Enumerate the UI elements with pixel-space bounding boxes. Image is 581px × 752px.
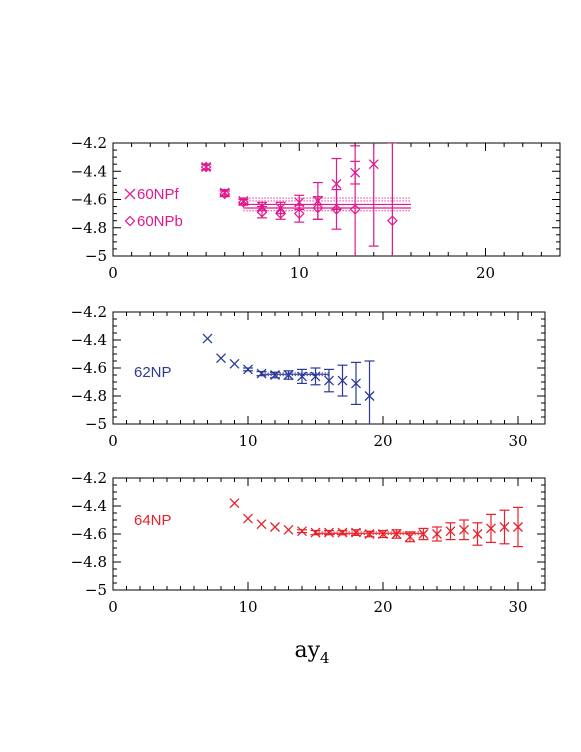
y-tick-label: −4.2 <box>71 469 107 487</box>
x-tick-label: 20 <box>373 432 392 450</box>
y-tick-label: −4.2 <box>71 303 107 321</box>
x-tick-label: 30 <box>508 432 527 450</box>
y-tick-label: −4.4 <box>71 162 107 180</box>
y-tick-label: −4.8 <box>71 219 107 237</box>
data-point-cross <box>513 522 523 532</box>
data-point-cross <box>364 529 375 539</box>
legend-label: 60NPf <box>137 186 180 203</box>
data-point-diamond <box>238 196 249 208</box>
data-point-cross <box>297 371 307 382</box>
data-point-diamond <box>293 208 305 219</box>
data-point-diamond <box>331 204 342 215</box>
data-point-cross <box>445 526 456 537</box>
data-point-diamond <box>200 161 212 173</box>
data-point-cross <box>324 527 334 538</box>
y-tick-label: −5 <box>85 415 107 433</box>
data-point-diamond <box>349 204 361 215</box>
legend-label: 60NPb <box>137 213 183 230</box>
data-point-cross <box>337 527 348 538</box>
data-point-cross <box>243 364 253 375</box>
data-point-diamond <box>387 215 398 227</box>
data-point-diamond <box>312 202 324 214</box>
data-markers <box>200 143 398 256</box>
x-axis-label: ay4 <box>294 638 329 667</box>
y-tick-label: −5 <box>85 581 107 599</box>
data-point-cross <box>351 378 361 389</box>
panel-64np: 0 10 20 30 −4.2 −4.4 −4.6 −4.8 −5 64NP <box>71 469 546 616</box>
data-markers <box>229 498 523 548</box>
data-point-diamond <box>275 208 286 219</box>
y-tick-label: −4.2 <box>71 134 107 152</box>
legend-label: 62NP <box>134 364 172 381</box>
data-point-cross <box>432 529 442 539</box>
data-point-cross <box>418 529 429 539</box>
data-point-cross <box>405 531 415 542</box>
data-point-cross <box>256 519 267 530</box>
data-point-cross <box>368 159 379 170</box>
y-tick-label: −4.4 <box>71 331 107 349</box>
data-point-cross <box>337 375 348 386</box>
data-point-cross <box>391 529 402 539</box>
x-tick-label: 20 <box>476 264 495 282</box>
data-point-cross <box>202 333 213 344</box>
data-point-diamond <box>219 188 231 200</box>
data-point-cross <box>270 370 280 380</box>
x-tick-label: 0 <box>108 432 118 450</box>
data-point-cross <box>472 529 483 539</box>
y-tick-label: −4.6 <box>71 525 107 543</box>
legend-diamond-marker <box>124 215 136 227</box>
plot-frame <box>112 311 546 425</box>
data-point-cross <box>331 179 342 189</box>
data-point-cross <box>216 353 226 364</box>
x-tick-label: 0 <box>108 598 118 616</box>
data-markers <box>202 333 375 424</box>
y-tick-label: −4.8 <box>71 387 107 405</box>
x-tick-label: 10 <box>238 598 257 616</box>
y-tick-label: −4.8 <box>71 553 107 571</box>
data-point-cross <box>243 513 253 524</box>
x-axis-label-subscript: 4 <box>320 649 330 667</box>
data-point-cross <box>283 370 294 380</box>
data-point-cross <box>256 368 267 379</box>
data-point-cross <box>270 522 280 532</box>
y-tick-label: −5 <box>85 247 107 265</box>
panel-62np: 0 10 20 30 −4.2 −4.4 −4.6 −4.8 −5 62NP <box>71 303 546 450</box>
data-point-diamond <box>256 206 268 218</box>
data-point-cross <box>486 523 496 534</box>
data-point-cross <box>229 358 240 369</box>
data-point-cross <box>378 529 388 539</box>
data-point-cross <box>310 527 321 538</box>
panel-60np: 0 10 20 −4.2 −4.4 −4.6 −4.8 −5 60NPf 60NPb <box>71 134 561 282</box>
data-point-cross <box>229 498 240 509</box>
x-tick-label: 20 <box>373 598 392 616</box>
data-point-cross <box>351 527 361 538</box>
y-tick-label: −4.4 <box>71 497 107 515</box>
data-point-cross <box>310 371 321 382</box>
x-tick-label: 30 <box>508 598 527 616</box>
data-point-cross <box>297 526 307 537</box>
x-tick-label: 0 <box>108 264 118 282</box>
y-tick-label: −4.6 <box>71 359 107 377</box>
legend-cross-marker <box>124 188 136 200</box>
data-point-cross <box>499 522 510 532</box>
data-point-cross <box>283 524 294 535</box>
data-point-cross <box>459 524 469 535</box>
y-tick-label: −4.6 <box>71 191 107 209</box>
legend-label: 64NP <box>134 512 172 529</box>
x-tick-label: 10 <box>290 264 309 282</box>
x-tick-label: 10 <box>238 432 257 450</box>
data-point-cross <box>324 375 334 386</box>
data-point-cross <box>364 391 375 401</box>
